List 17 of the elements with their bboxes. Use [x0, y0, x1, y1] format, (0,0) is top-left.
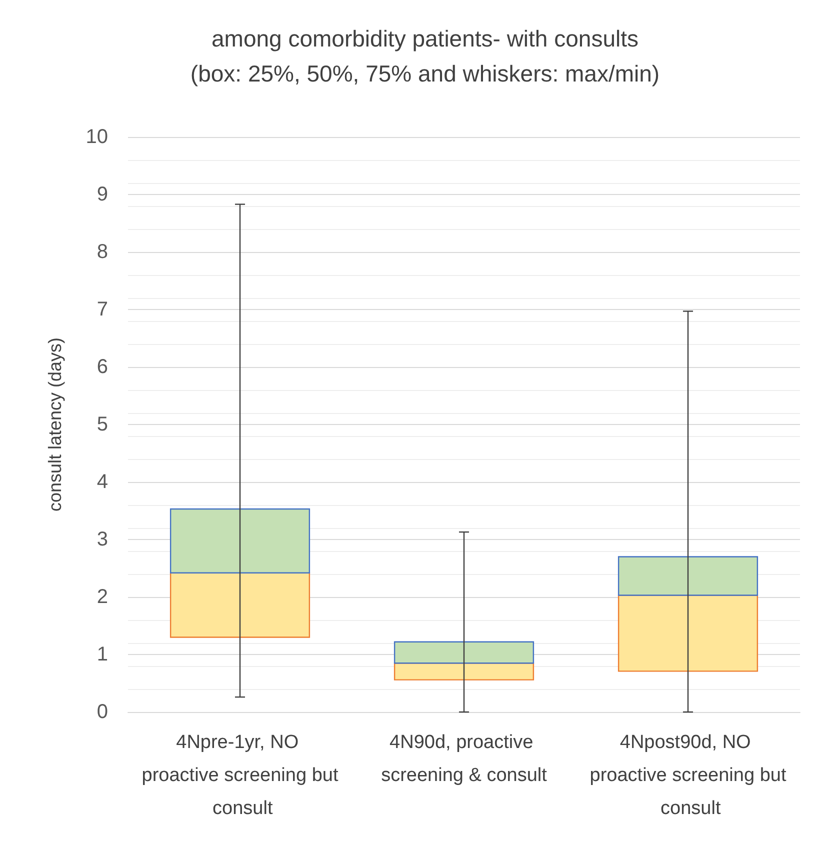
y-tick-label: 7	[96, 298, 108, 320]
y-axis-title: consult latency (days)	[45, 337, 65, 512]
y-tick-label: 2	[96, 586, 108, 608]
chart-title: among comorbidity patients- with consults	[212, 26, 638, 52]
y-tick-label: 8	[96, 241, 108, 263]
x-tick-label: 4Npre-1yr, NO proactive screening but consult	[142, 732, 339, 819]
y-tick-label: 1	[96, 644, 108, 666]
y-tick-label: 9	[96, 184, 108, 206]
y-tick-label: 6	[96, 356, 108, 378]
x-tick-label: 4Npost90d, NO proactive screening but consult	[590, 732, 787, 819]
x-tick-label: 4N90d, proactive screening & consult	[381, 732, 548, 786]
y-tick-label: 10	[86, 126, 108, 148]
y-tick-label: 5	[96, 414, 108, 436]
y-tick-label: 3	[96, 528, 108, 550]
chart-subtitle: (box: 25%, 50%, 75% and whiskers: max/min)	[190, 60, 660, 86]
y-tick-label: 0	[96, 701, 108, 723]
y-tick-label: 4	[96, 471, 108, 493]
